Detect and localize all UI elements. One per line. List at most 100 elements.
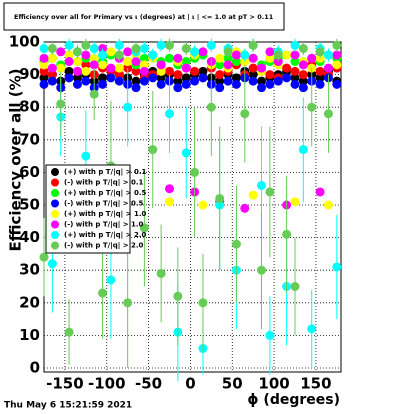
point [47,259,57,269]
point [72,73,82,83]
x-tick-label: 50 [222,375,243,393]
point [248,70,258,80]
point [248,40,258,50]
point [315,79,325,89]
point [190,76,200,86]
legend-label: (+) with p T/|q| > 1.0 [64,210,147,219]
point [81,66,91,76]
point [81,76,91,86]
point [206,40,216,50]
legend-marker [51,199,59,208]
point [290,57,300,67]
point [89,89,99,99]
point [39,73,49,83]
point [290,197,300,207]
point [72,79,82,89]
point [81,151,91,161]
y-tick-label: 40 [19,228,40,246]
point [156,66,166,76]
point [164,66,174,76]
point [98,60,108,70]
point [173,83,183,93]
point [148,145,158,155]
point [81,40,91,50]
point [139,60,149,70]
point [290,282,300,291]
point [64,327,74,337]
point [181,57,191,67]
point [98,79,108,89]
point [89,44,99,54]
point [315,187,325,197]
point [81,50,91,60]
point [106,73,116,83]
point [106,47,116,57]
point [198,200,208,210]
point [47,70,57,80]
point [190,47,200,57]
y-tick-label: 70 [19,130,40,148]
point [39,44,49,54]
point [131,44,141,54]
x-tick-label: -100 [88,375,126,393]
y-tick-label: 10 [19,326,40,344]
point [198,298,208,308]
point [139,44,149,54]
point [56,63,66,73]
point [240,109,250,119]
point [39,79,49,89]
x-tick-label: 0 [185,375,195,393]
point [72,47,82,57]
point [173,76,183,86]
legend-marker [51,231,59,239]
point [98,50,108,60]
point [265,53,275,63]
point [64,73,74,83]
point [215,53,225,63]
point [139,53,149,63]
point [181,44,191,54]
point [148,50,158,60]
point [282,229,292,239]
x-tick-label: 100 [258,375,289,393]
point [56,99,66,109]
point [173,291,183,301]
point [248,76,258,86]
point [282,50,292,60]
point [164,53,174,63]
point [181,63,191,73]
point [298,70,308,80]
x-tick-label: -50 [135,375,162,393]
point [156,73,166,83]
point [215,83,225,93]
chart-title: Efficiency over all for Primary vs ι (de… [14,13,274,22]
point [72,57,82,67]
legend-marker [51,168,59,176]
point [47,53,57,63]
point [114,50,124,60]
point [215,70,225,80]
y-tick-label: 60 [19,163,40,181]
point [198,73,208,83]
legend-label: (-) with p T/|q| > 1.0 [64,221,144,230]
y-tick-label: 80 [19,98,40,116]
legend-label: (+) with p T/|q| > 0.5 [64,189,147,198]
legend-marker [51,189,59,197]
point [39,53,49,63]
point [257,180,267,190]
point [315,66,325,76]
footer: Thu May 6 15:21:59 2021 [4,401,132,411]
point [231,57,241,67]
point [323,200,333,210]
y-tick-label: 100 [9,33,40,51]
point [64,50,74,60]
point [156,268,166,278]
point [298,44,308,54]
legend-marker [51,210,59,218]
point [114,76,124,86]
point [231,73,241,83]
point [323,50,333,60]
point [290,79,300,89]
title-box [3,2,285,31]
point [190,66,200,76]
